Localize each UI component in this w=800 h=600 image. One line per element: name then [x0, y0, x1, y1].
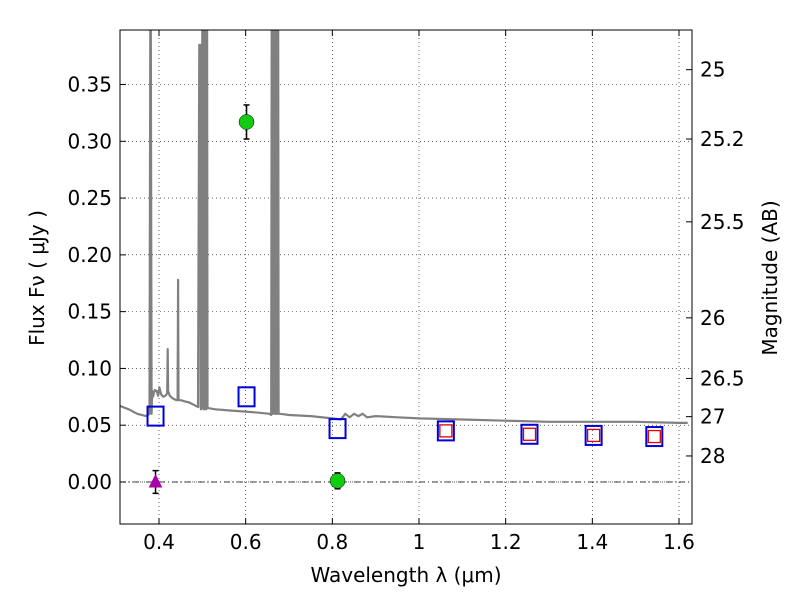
model-band-square [645, 426, 664, 448]
model-band-square [436, 420, 455, 442]
x-tick-label: 0.4 [143, 530, 175, 554]
detection-point [238, 114, 255, 130]
x-tick-label: 1.6 [663, 530, 695, 554]
plot-content [120, 30, 688, 495]
y-tick-label: 0.30 [67, 129, 112, 153]
detection-point [329, 473, 346, 489]
observed-square [647, 429, 661, 444]
plot-frame [119, 29, 693, 525]
magnitude-tick-label: 26.5 [700, 366, 745, 390]
x-tick-label: 1.4 [576, 530, 608, 554]
y-tick-label: 0.15 [67, 300, 112, 324]
magnitude-tick-label: 28 [700, 444, 725, 468]
x-tick-label: 0.6 [230, 530, 262, 554]
observed-square [522, 427, 537, 441]
y-tick-label: 0.20 [67, 243, 112, 267]
y-tick-label: 0.25 [67, 186, 112, 210]
magnitude-tick-label: 25.5 [700, 210, 745, 234]
model-band-square [520, 423, 539, 445]
y-axis-ticks: 0.00 0.05 0.10 0.15 0.20 0.25 0.30 0.35 [67, 73, 126, 494]
magnitude-tick-label: 25.2 [700, 127, 745, 151]
y-tick-label: 0.10 [67, 356, 112, 380]
x-tick-label: 0.8 [316, 530, 348, 554]
nondetection-triangle [148, 473, 163, 488]
right-axis-label: Magnitude (AB) [758, 200, 782, 355]
model-band-square [237, 386, 256, 408]
spectrum-line [120, 30, 688, 424]
observed-square [586, 428, 601, 443]
observed-square [439, 424, 453, 438]
x-tick-label: 1 [413, 530, 426, 554]
y-tick-label: 0.05 [67, 413, 112, 437]
x-axis-label: Wavelength λ (μm) [310, 563, 501, 587]
magnitude-tick-label: 25 [700, 58, 725, 82]
x-axis-ticks: 0.4 0.6 0.8 1 1.2 1.4 1.6 [143, 30, 695, 554]
magnitude-tick-label: 26 [700, 306, 725, 330]
magnitude-tick-label: 27 [700, 405, 725, 429]
y-tick-label: 0.00 [67, 470, 112, 494]
model-band-square [584, 424, 603, 446]
y-axis-label: Flux Fν ( μJy ) [25, 210, 49, 346]
x-tick-label: 1.2 [490, 530, 522, 554]
magnitude-axis-ticks: 25 25.2 25.5 26 26.5 27 28 [686, 58, 745, 468]
model-band-square [146, 405, 165, 427]
y-tick-label: 0.35 [67, 73, 112, 97]
model-band-square [328, 418, 347, 440]
